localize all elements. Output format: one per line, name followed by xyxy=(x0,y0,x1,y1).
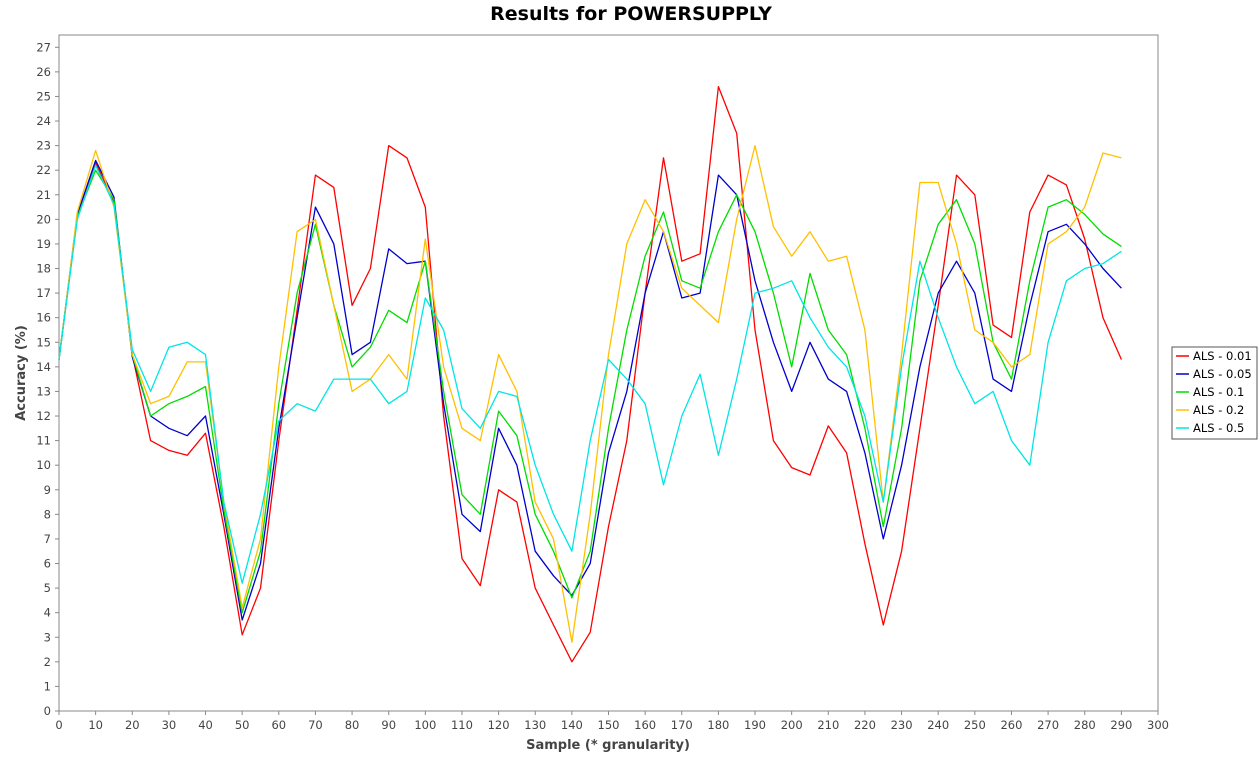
x-tick-label: 20 xyxy=(125,718,140,732)
y-tick-label: 21 xyxy=(36,188,51,202)
series-line-2 xyxy=(58,159,1122,621)
x-tick-label: 230 xyxy=(891,718,913,732)
x-tick-label: 50 xyxy=(235,718,250,732)
x-tick-label: 270 xyxy=(1037,718,1059,732)
x-tick-label: 110 xyxy=(451,718,473,732)
y-tick-label: 17 xyxy=(36,286,51,300)
y-axis-ticks: 0123456789101112131415161718192021222324… xyxy=(36,40,59,718)
y-tick-label: 12 xyxy=(36,409,51,423)
y-tick-label: 9 xyxy=(44,483,51,497)
x-tick-label: 240 xyxy=(927,718,949,732)
x-tick-label: 60 xyxy=(271,718,286,732)
x-tick-label: 130 xyxy=(524,718,546,732)
y-tick-label: 27 xyxy=(36,40,51,54)
y-tick-label: 22 xyxy=(36,163,51,177)
series-line-5 xyxy=(58,164,1122,584)
y-tick-label: 13 xyxy=(36,384,51,398)
y-tick-label: 2 xyxy=(44,655,51,669)
series-line-4 xyxy=(58,144,1122,643)
legend-label: ALS - 0.1 xyxy=(1193,385,1244,399)
x-tick-label: 190 xyxy=(744,718,766,732)
legend-label: ALS - 0.2 xyxy=(1193,403,1244,417)
x-tick-label: 150 xyxy=(598,718,620,732)
series-line-3 xyxy=(58,169,1122,614)
series-lines xyxy=(58,85,1122,663)
x-tick-label: 260 xyxy=(1000,718,1022,732)
x-tick-label: 250 xyxy=(964,718,986,732)
y-tick-label: 18 xyxy=(36,262,51,276)
legend: ALS - 0.01 ALS - 0.05 ALS - 0.1 ALS - 0.2 AL… xyxy=(1171,346,1258,440)
y-tick-label: 8 xyxy=(44,507,51,521)
x-tick-label: 40 xyxy=(198,718,213,732)
x-tick-label: 80 xyxy=(345,718,360,732)
x-tick-label: 90 xyxy=(381,718,396,732)
x-tick-label: 210 xyxy=(817,718,839,732)
legend-label: ALS - 0.01 xyxy=(1193,349,1252,363)
y-tick-label: 11 xyxy=(36,434,51,448)
x-tick-label: 30 xyxy=(162,718,177,732)
y-tick-label: 19 xyxy=(36,237,51,251)
y-tick-label: 25 xyxy=(36,89,51,103)
y-tick-label: 4 xyxy=(44,606,51,620)
y-tick-label: 14 xyxy=(36,360,51,374)
x-axis-label: Sample (* granularity) xyxy=(526,738,690,753)
series-line-1 xyxy=(58,85,1122,663)
y-tick-label: 3 xyxy=(44,630,51,644)
y-axis-label: Accuracy (%) xyxy=(14,325,29,421)
x-tick-label: 120 xyxy=(488,718,510,732)
y-tick-label: 16 xyxy=(36,311,51,325)
x-tick-label: 10 xyxy=(88,718,103,732)
x-tick-label: 220 xyxy=(854,718,876,732)
x-tick-label: 160 xyxy=(634,718,656,732)
y-tick-label: 7 xyxy=(44,532,51,546)
y-tick-label: 5 xyxy=(44,581,51,595)
x-tick-label: 140 xyxy=(561,718,583,732)
y-tick-label: 26 xyxy=(36,65,51,79)
legend-box xyxy=(1171,346,1258,440)
y-tick-label: 1 xyxy=(44,679,51,693)
x-tick-label: 100 xyxy=(414,718,436,732)
y-tick-label: 10 xyxy=(36,458,51,472)
legend-label: ALS - 0.05 xyxy=(1193,367,1252,381)
y-tick-label: 24 xyxy=(36,114,51,128)
x-tick-label: 170 xyxy=(671,718,693,732)
x-tick-label: 0 xyxy=(55,718,62,732)
y-tick-label: 23 xyxy=(36,139,51,153)
x-tick-label: 200 xyxy=(781,718,803,732)
x-axis-ticks: 0 10 20 30 40 50 60 70 80 90 100 110 120 130 140 150 160… xyxy=(55,711,1169,732)
y-tick-label: 6 xyxy=(44,557,51,571)
x-tick-label: 300 xyxy=(1147,718,1169,732)
x-tick-label: 70 xyxy=(308,718,323,732)
y-tick-label: 20 xyxy=(36,212,51,226)
y-tick-label: 0 xyxy=(44,704,51,718)
y-tick-label: 15 xyxy=(36,335,51,349)
legend-label: ALS - 0.5 xyxy=(1193,421,1244,435)
x-tick-label: 180 xyxy=(707,718,729,732)
chart-title: Results for POWERSUPPLY xyxy=(490,3,772,25)
plot-area xyxy=(58,34,1159,712)
x-tick-label: 280 xyxy=(1074,718,1096,732)
x-tick-label: 290 xyxy=(1110,718,1132,732)
